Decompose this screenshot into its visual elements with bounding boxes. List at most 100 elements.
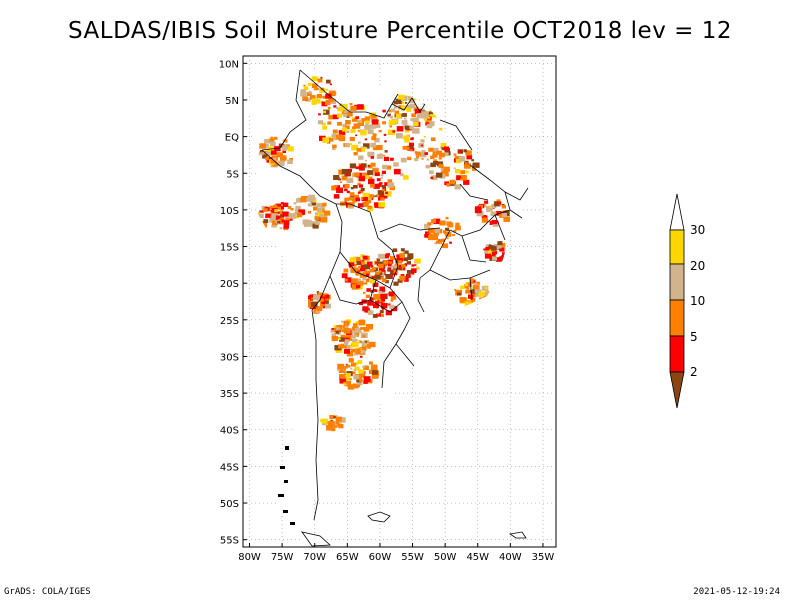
percentile-cell — [405, 102, 408, 104]
percentile-cell — [464, 284, 470, 289]
percentile-cell — [336, 327, 340, 330]
percentile-cell — [497, 201, 502, 205]
percentile-cell — [478, 291, 485, 297]
colorbar-label-2: 2 — [690, 365, 698, 379]
percentile-fill — [257, 76, 512, 432]
percentile-cell — [380, 290, 386, 294]
percentile-cell — [470, 278, 474, 281]
percentile-cell — [346, 190, 350, 194]
percentile-cell — [306, 298, 311, 302]
percentile-cell — [355, 166, 359, 170]
percentile-cell — [258, 151, 264, 156]
percentile-cell — [311, 201, 317, 206]
percentile-cell — [486, 205, 493, 212]
percentile-cell — [398, 94, 405, 100]
percentile-cell — [409, 103, 416, 109]
percentile-cell — [315, 309, 321, 313]
percentile-cell — [400, 157, 407, 163]
percentile-cell — [351, 278, 358, 284]
percentile-cell — [275, 215, 281, 220]
percentile-cell — [360, 188, 365, 192]
percentile-cell — [435, 172, 443, 178]
percentile-cell — [328, 97, 334, 102]
percentile-cell — [421, 111, 429, 117]
percentile-cell — [382, 109, 386, 113]
percentile-cell — [346, 364, 351, 368]
percentile-cell — [363, 376, 371, 382]
percentile-cell — [354, 366, 360, 371]
percentile-cell — [337, 121, 342, 126]
percentile-cell — [449, 179, 456, 185]
percentile-cell — [402, 145, 408, 150]
percentile-cell — [395, 98, 403, 105]
x-tick-label: 55W — [401, 552, 424, 563]
percentile-cell — [346, 335, 353, 341]
percentile-cell — [488, 245, 494, 249]
percentile-cell — [324, 300, 329, 304]
percentile-cell — [407, 274, 411, 277]
percentile-cell — [353, 194, 359, 199]
percentile-cell — [363, 197, 368, 201]
percentile-cell — [351, 339, 357, 343]
percentile-cell — [290, 208, 294, 211]
percentile-cell — [293, 202, 297, 205]
percentile-cell — [388, 109, 392, 113]
percentile-cell — [384, 140, 387, 143]
percentile-cell — [434, 228, 440, 233]
percentile-cell — [351, 117, 354, 120]
percentile-cell — [325, 303, 331, 309]
percentile-cell — [374, 272, 380, 276]
percentile-cell — [474, 289, 481, 294]
percentile-cell — [321, 101, 328, 107]
percentile-cell — [396, 254, 400, 258]
percentile-cell — [365, 341, 368, 343]
percentile-cell — [430, 137, 436, 142]
percentile-cell — [373, 122, 380, 128]
percentile-cell — [381, 185, 387, 189]
percentile-cell — [362, 306, 369, 312]
percentile-cell — [381, 278, 387, 283]
percentile-cell — [311, 83, 318, 88]
percentile-cell — [353, 200, 357, 203]
islands — [301, 511, 527, 547]
percentile-cell — [327, 421, 335, 427]
percentile-cell — [368, 341, 376, 348]
percentile-cell — [317, 292, 323, 297]
percentile-cell — [402, 113, 407, 117]
percentile-cell — [384, 150, 388, 153]
percentile-cell — [353, 263, 357, 267]
footer-credit: GrADS: COLA/IGES — [4, 587, 91, 597]
percentile-cell — [378, 271, 383, 275]
percentile-cell — [259, 143, 266, 149]
percentile-cell — [354, 362, 359, 365]
percentile-cell — [387, 179, 393, 183]
percentile-cell — [363, 365, 369, 370]
percentile-cell — [484, 200, 489, 204]
percentile-cell — [393, 162, 399, 167]
percentile-cell — [473, 282, 478, 286]
percentile-cell — [392, 130, 396, 133]
percentile-cell — [309, 294, 314, 298]
percentile-cell — [455, 225, 461, 231]
percentile-cell — [362, 335, 365, 338]
percentile-cell — [376, 154, 383, 159]
percentile-cell — [433, 231, 439, 236]
percentile-cell — [257, 212, 260, 214]
percentile-cell — [322, 202, 327, 207]
percentile-cell — [432, 153, 438, 158]
percentile-cell — [314, 212, 319, 216]
percentile-cell — [264, 225, 267, 228]
percentile-cell — [348, 384, 354, 389]
percentile-cell — [274, 209, 279, 213]
percentile-cell — [420, 139, 425, 143]
percentile-cell — [262, 154, 268, 159]
percentile-cell — [313, 88, 317, 91]
percentile-cell — [444, 146, 450, 151]
percentile-cell — [425, 118, 432, 124]
percentile-cell — [361, 122, 364, 125]
percentile-cell — [335, 416, 342, 422]
percentile-cell — [379, 294, 385, 298]
percentile-cell — [407, 95, 413, 101]
percentile-cell — [414, 264, 417, 266]
y-tick-label: 5S — [226, 169, 239, 180]
